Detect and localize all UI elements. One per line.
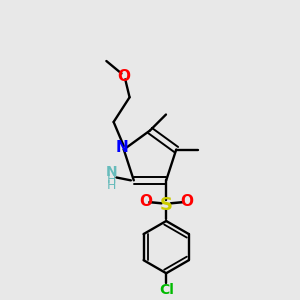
Text: O: O (139, 194, 152, 209)
Text: H: H (107, 173, 116, 186)
Text: N: N (106, 165, 118, 179)
Text: H: H (107, 179, 116, 192)
Text: S: S (160, 196, 173, 214)
Text: O: O (181, 194, 194, 209)
Text: Cl: Cl (159, 283, 174, 296)
Text: N: N (116, 140, 129, 155)
Text: O: O (117, 69, 130, 84)
